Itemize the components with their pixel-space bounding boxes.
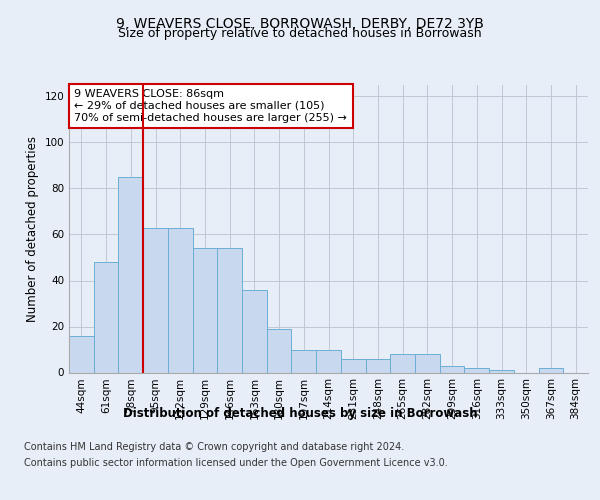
Bar bbox=[341, 358, 365, 372]
Bar bbox=[94, 262, 118, 372]
Bar bbox=[118, 177, 143, 372]
Bar bbox=[539, 368, 563, 372]
Text: 9 WEAVERS CLOSE: 86sqm
← 29% of detached houses are smaller (105)
70% of semi-de: 9 WEAVERS CLOSE: 86sqm ← 29% of detached… bbox=[74, 90, 347, 122]
Bar bbox=[415, 354, 440, 372]
Bar bbox=[242, 290, 267, 372]
Bar bbox=[143, 228, 168, 372]
Y-axis label: Number of detached properties: Number of detached properties bbox=[26, 136, 39, 322]
Text: Size of property relative to detached houses in Borrowash: Size of property relative to detached ho… bbox=[118, 28, 482, 40]
Bar bbox=[168, 228, 193, 372]
Bar bbox=[390, 354, 415, 372]
Bar bbox=[316, 350, 341, 372]
Text: Distribution of detached houses by size in Borrowash: Distribution of detached houses by size … bbox=[122, 408, 478, 420]
Bar bbox=[464, 368, 489, 372]
Bar bbox=[193, 248, 217, 372]
Bar bbox=[267, 329, 292, 372]
Bar bbox=[440, 366, 464, 372]
Bar bbox=[489, 370, 514, 372]
Bar bbox=[365, 358, 390, 372]
Text: Contains public sector information licensed under the Open Government Licence v3: Contains public sector information licen… bbox=[24, 458, 448, 468]
Bar bbox=[69, 336, 94, 372]
Text: 9, WEAVERS CLOSE, BORROWASH, DERBY, DE72 3YB: 9, WEAVERS CLOSE, BORROWASH, DERBY, DE72… bbox=[116, 18, 484, 32]
Text: Contains HM Land Registry data © Crown copyright and database right 2024.: Contains HM Land Registry data © Crown c… bbox=[24, 442, 404, 452]
Bar bbox=[217, 248, 242, 372]
Bar bbox=[292, 350, 316, 372]
